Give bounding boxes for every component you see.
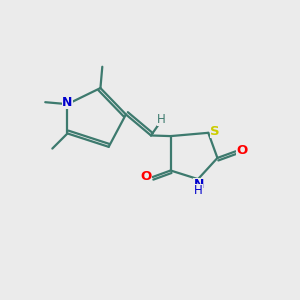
Text: O: O	[236, 144, 247, 157]
Text: N: N	[194, 178, 204, 191]
Text: O: O	[141, 170, 152, 183]
Text: N: N	[62, 96, 73, 109]
Text: H: H	[194, 184, 203, 196]
Text: H: H	[157, 112, 165, 126]
Text: S: S	[210, 125, 220, 138]
